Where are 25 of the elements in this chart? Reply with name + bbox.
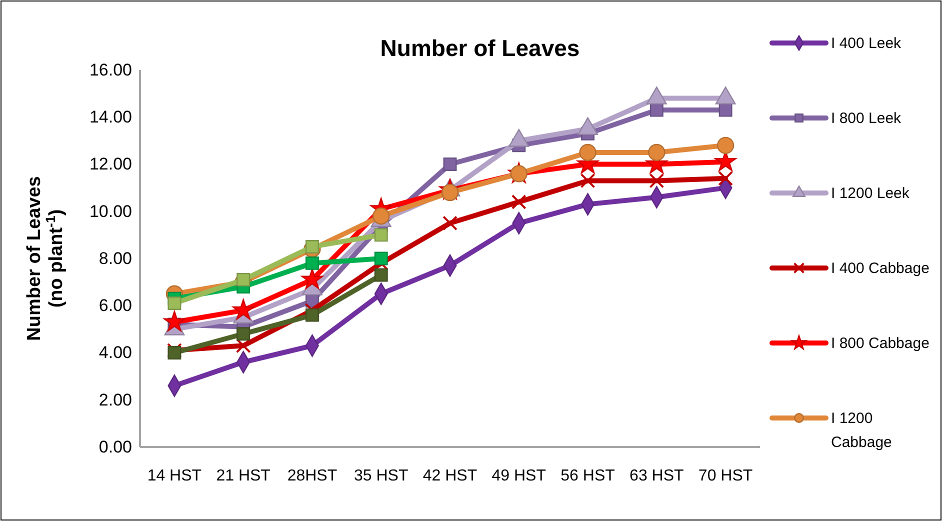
legend-label: I 400 Leek [831,35,902,52]
y-tick-label: 4.00 [98,343,132,362]
y-tick-label: 14.00 [89,108,132,127]
x-tick-label: 49 HST [492,467,546,484]
x-tick-label: 14 HST [147,467,202,484]
legend-label: I 1200 Cabbage [831,410,892,451]
x-tick-label: 35 HST [354,467,408,484]
y-tick-label: 12.00 [89,154,132,174]
y-tick-label: 2.00 [98,390,132,410]
x-tick-label: 42 HST [422,467,478,484]
y-tick-label: 10.00 [89,202,132,221]
y-tick-label: 6.00 [98,296,132,316]
y-tick-label: 0.00 [98,437,132,456]
y-tick-label: 16.00 [89,60,132,80]
x-tick-label: 70 HST [698,467,753,484]
legend-label: I 800 Leek [831,110,902,127]
y-tick-label: 8.00 [98,248,132,268]
x-tick-label: 56 HST [560,467,616,484]
chart-title: Number of Leaves [380,35,580,61]
legend-label: I 800 Cabbage [831,335,930,352]
legend-label: I 400 Cabbage [831,260,930,277]
x-tick-label: 28HST [287,467,338,484]
x-tick-label: 63 HST [630,467,684,484]
legend-label: I 1200 Leek [831,185,910,202]
x-tick-label: 21 HST [216,467,271,484]
